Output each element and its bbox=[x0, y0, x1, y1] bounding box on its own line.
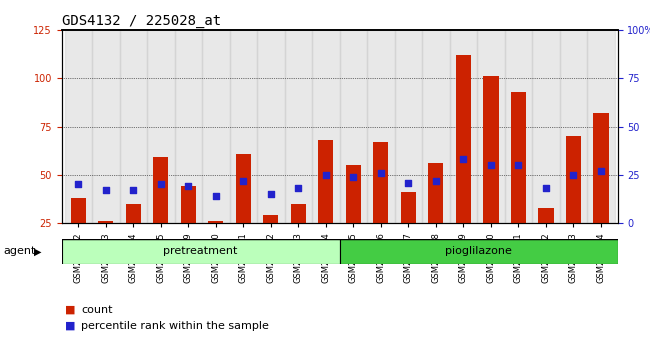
Text: ■: ■ bbox=[65, 321, 75, 331]
Text: percentile rank within the sample: percentile rank within the sample bbox=[81, 321, 269, 331]
Bar bbox=[566, 136, 581, 223]
Point bbox=[568, 172, 578, 178]
Point bbox=[486, 162, 496, 168]
Bar bbox=[175, 30, 202, 223]
Bar bbox=[401, 192, 416, 223]
Point bbox=[431, 178, 441, 183]
Bar bbox=[346, 165, 361, 223]
Bar bbox=[312, 30, 339, 223]
Bar bbox=[318, 140, 333, 223]
Point bbox=[514, 162, 524, 168]
Text: agent: agent bbox=[3, 246, 36, 256]
Bar bbox=[560, 30, 587, 223]
Point bbox=[293, 185, 304, 191]
Bar bbox=[538, 207, 554, 223]
Bar bbox=[71, 198, 86, 223]
Bar bbox=[373, 142, 389, 223]
Point bbox=[183, 183, 194, 189]
Bar bbox=[64, 30, 92, 223]
Bar bbox=[98, 221, 113, 223]
Bar bbox=[450, 30, 477, 223]
Bar bbox=[395, 30, 422, 223]
Bar bbox=[593, 113, 608, 223]
Bar bbox=[229, 30, 257, 223]
Bar bbox=[202, 30, 229, 223]
Point bbox=[128, 187, 138, 193]
Text: pioglilazone: pioglilazone bbox=[445, 246, 512, 256]
Bar bbox=[285, 30, 312, 223]
Point bbox=[403, 180, 413, 185]
Point bbox=[155, 182, 166, 187]
Bar bbox=[339, 30, 367, 223]
Bar bbox=[62, 239, 339, 264]
Point bbox=[73, 182, 83, 187]
Bar bbox=[257, 30, 285, 223]
Text: count: count bbox=[81, 305, 112, 315]
Bar bbox=[484, 76, 499, 223]
Bar bbox=[511, 92, 526, 223]
Bar bbox=[181, 186, 196, 223]
Bar bbox=[367, 30, 395, 223]
Bar bbox=[153, 158, 168, 223]
Point bbox=[458, 156, 469, 162]
Bar bbox=[422, 30, 450, 223]
Bar bbox=[291, 204, 306, 223]
Bar bbox=[428, 163, 443, 223]
Bar bbox=[125, 204, 141, 223]
Text: pretreatment: pretreatment bbox=[164, 246, 238, 256]
Point bbox=[348, 174, 359, 179]
Text: GDS4132 / 225028_at: GDS4132 / 225028_at bbox=[62, 14, 221, 28]
Point bbox=[596, 168, 606, 174]
Point bbox=[238, 178, 248, 183]
Point bbox=[266, 191, 276, 197]
Bar bbox=[263, 215, 278, 223]
Bar bbox=[236, 154, 251, 223]
Bar bbox=[92, 30, 120, 223]
Text: ▶: ▶ bbox=[34, 246, 42, 256]
Text: ■: ■ bbox=[65, 305, 75, 315]
Bar bbox=[208, 221, 224, 223]
Point bbox=[541, 185, 551, 191]
Bar bbox=[532, 30, 560, 223]
Point bbox=[376, 170, 386, 176]
Bar bbox=[147, 30, 175, 223]
Bar bbox=[587, 30, 615, 223]
Bar bbox=[120, 30, 147, 223]
Bar bbox=[456, 55, 471, 223]
Bar bbox=[477, 30, 504, 223]
Bar bbox=[504, 30, 532, 223]
Point bbox=[101, 187, 111, 193]
Point bbox=[320, 172, 331, 178]
Point bbox=[211, 193, 221, 199]
Bar bbox=[339, 239, 618, 264]
